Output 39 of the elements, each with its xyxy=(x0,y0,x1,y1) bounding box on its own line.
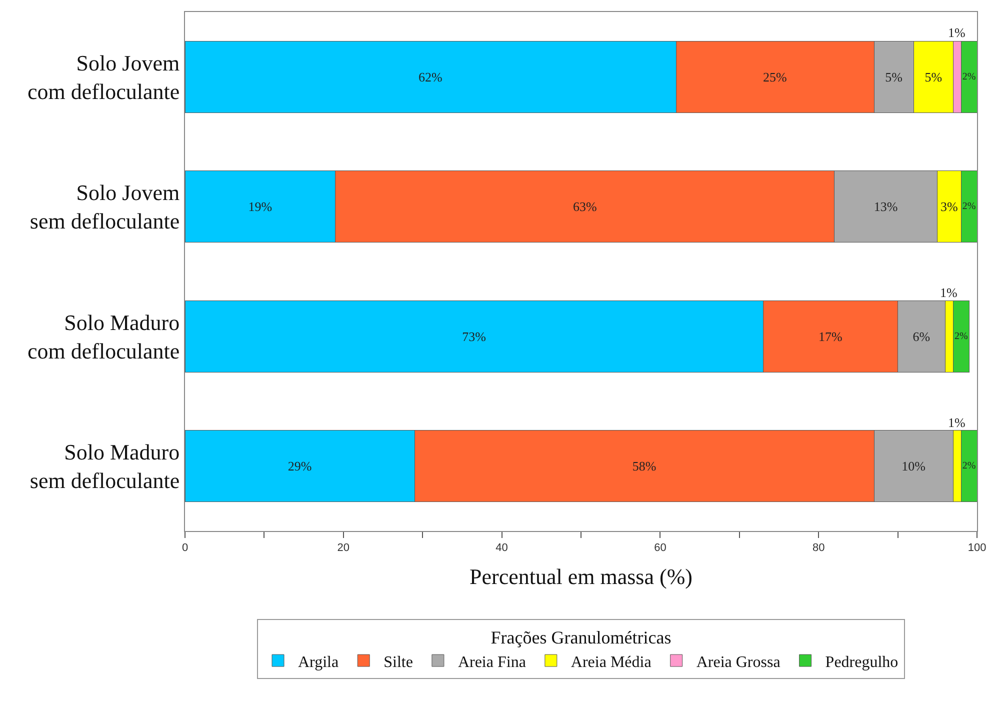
data-label: 25% xyxy=(763,69,788,84)
y-tick-label: Solo Maduro sem defloculante xyxy=(30,440,180,494)
data-label: 2% xyxy=(962,71,976,82)
data-label: 58% xyxy=(632,458,656,474)
data-label: 1% xyxy=(940,285,958,300)
x-tick-label: 0 xyxy=(182,542,188,554)
data-label: 62% xyxy=(418,69,443,84)
legend-label: Silte xyxy=(384,654,413,671)
data-label: 5% xyxy=(885,69,903,84)
data-label: 63% xyxy=(572,199,597,214)
data-label: 13% xyxy=(874,199,898,214)
x-tick-label: 100 xyxy=(968,542,986,554)
data-label: 5% xyxy=(924,69,942,84)
legend-label: Areia Fina xyxy=(458,654,526,671)
data-label: 3% xyxy=(940,199,958,214)
legend-label: Areia Grossa xyxy=(696,654,780,671)
data-label: 2% xyxy=(962,460,976,472)
data-label: 6% xyxy=(912,328,930,344)
y-tick-label: Solo Maduro com defloculante xyxy=(27,310,180,364)
data-label: 29% xyxy=(288,458,312,474)
data-label: 73% xyxy=(462,328,486,344)
data-label: 17% xyxy=(818,328,842,344)
x-axis-title: Percentual em massa (%) xyxy=(470,564,692,590)
data-label: 2% xyxy=(962,201,976,212)
legend-label: Areia Média xyxy=(570,654,652,671)
x-tick-label: 20 xyxy=(337,542,350,554)
data-label: 19% xyxy=(248,199,272,214)
data-label: 1% xyxy=(948,25,966,40)
legend-title: Frações Granulométricas xyxy=(490,628,672,648)
legend-label: Pedregulho xyxy=(825,654,898,671)
y-tick-label: Solo Jovem com defloculante xyxy=(27,50,180,104)
data-label: 10% xyxy=(902,458,926,474)
y-tick-label: Solo Jovem sem defloculante xyxy=(30,180,180,234)
x-tick-label: 80 xyxy=(812,542,825,554)
data-label: 1% xyxy=(948,415,966,430)
legend-label: Argila xyxy=(298,654,339,671)
x-tick-label: 60 xyxy=(654,542,666,554)
x-tick-label: 40 xyxy=(496,542,508,554)
data-label: 2% xyxy=(954,330,968,342)
